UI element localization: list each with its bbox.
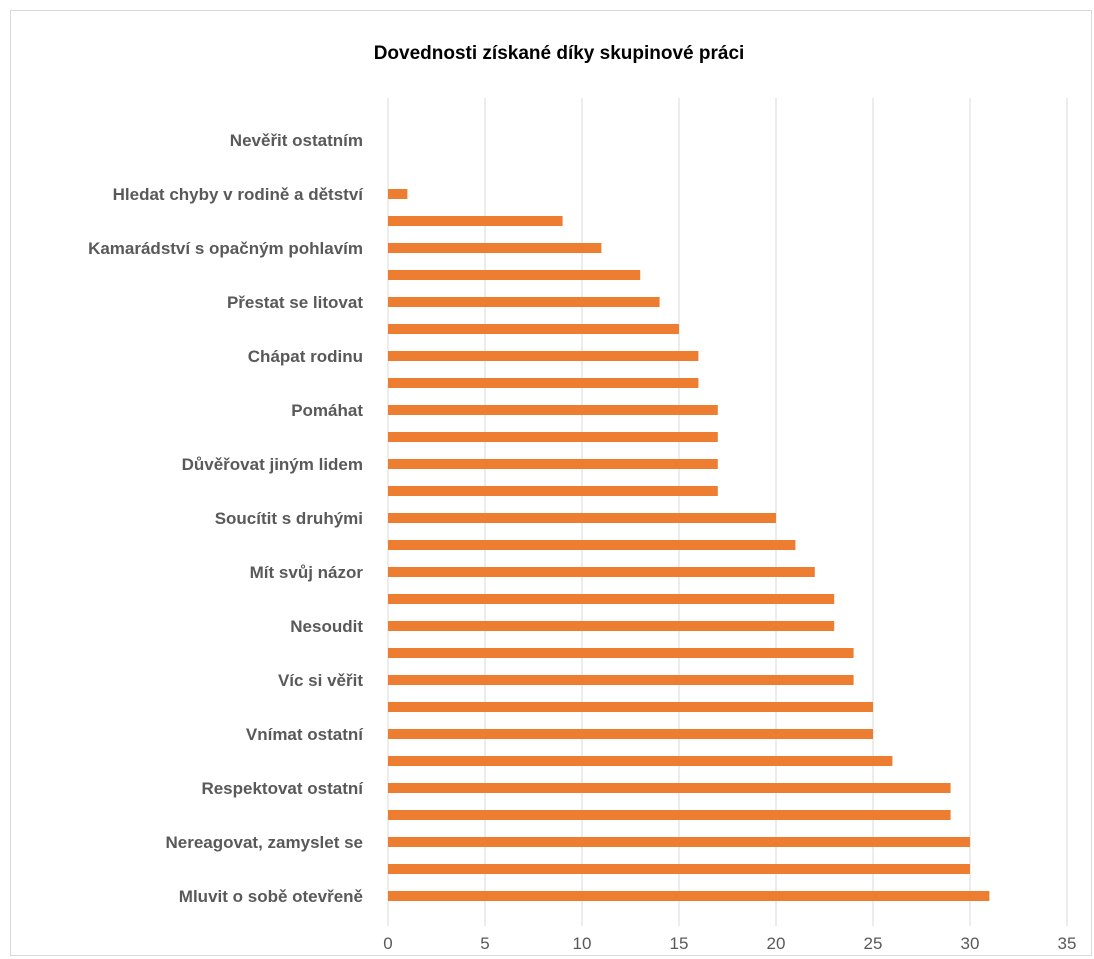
gridlines: [387, 98, 1068, 926]
bar: [388, 594, 835, 604]
bar: [388, 702, 873, 712]
bar: [388, 540, 796, 550]
x-tick-label: 20: [767, 934, 786, 953]
category-labels: Mluvit o sobě otevřeně Nereagovat, zamysl…: [88, 131, 364, 906]
bar: [388, 297, 660, 307]
bar: [388, 216, 563, 226]
x-tick-label: 35: [1058, 934, 1077, 953]
category-label: Kamarádství s opačným pohlavím: [88, 239, 363, 258]
bar: [388, 837, 970, 847]
bar-chart: Dovednosti získané díky skupinové práci …: [88, 43, 1076, 953]
category-label: Víc si věřit: [278, 671, 363, 690]
x-tick-label: 10: [573, 934, 592, 953]
bar: [388, 675, 854, 685]
bar: [388, 864, 970, 874]
bar: [388, 729, 873, 739]
bar: [388, 756, 893, 766]
x-tick-label: 5: [480, 934, 489, 953]
x-tick-label: 15: [670, 934, 689, 953]
bar: [388, 783, 951, 793]
bar: [388, 189, 408, 199]
bar: [388, 405, 718, 415]
bar: [388, 621, 835, 631]
category-label: Nesoudit: [290, 617, 363, 636]
bar: [388, 378, 699, 388]
bar: [388, 351, 699, 361]
category-label: Chápat rodinu: [248, 347, 363, 366]
category-label: Mít svůj názor: [250, 563, 364, 582]
bar: [388, 459, 718, 469]
chart-frame: Dovednosti získané díky skupinové práci …: [10, 10, 1092, 956]
category-label: Mluvit o sobě otevřeně: [179, 887, 363, 906]
bars: [388, 189, 990, 901]
bar: [388, 432, 718, 442]
bar: [388, 243, 602, 253]
bar: [388, 486, 718, 496]
category-label: Přestat se litovat: [227, 293, 363, 312]
bar: [388, 513, 776, 523]
bar: [388, 891, 990, 901]
x-tick-label: 0: [383, 934, 392, 953]
category-label: Hledat chyby v rodině a dětství: [113, 185, 365, 204]
category-label: Soucítit s druhými: [215, 509, 363, 528]
x-tick-label: 30: [961, 934, 980, 953]
x-tick-label: 25: [864, 934, 883, 953]
category-label: Důvěřovat jiným lidem: [182, 455, 363, 474]
category-label: Nevěřit ostatním: [230, 131, 363, 150]
bar: [388, 324, 679, 334]
bar: [388, 810, 951, 820]
category-label: Respektovat ostatní: [201, 779, 364, 798]
chart-title: Dovednosti získané díky skupinové práci: [374, 43, 745, 64]
x-axis-tick-labels: 0 5 10 15 20 25 30 35: [383, 934, 1076, 953]
bar: [388, 270, 641, 280]
bar: [388, 567, 815, 577]
bar: [388, 648, 854, 658]
category-label: Pomáhat: [291, 401, 363, 420]
category-label: Vnímat ostatní: [246, 725, 364, 744]
category-label: Nereagovat, zamyslet se: [166, 833, 364, 852]
